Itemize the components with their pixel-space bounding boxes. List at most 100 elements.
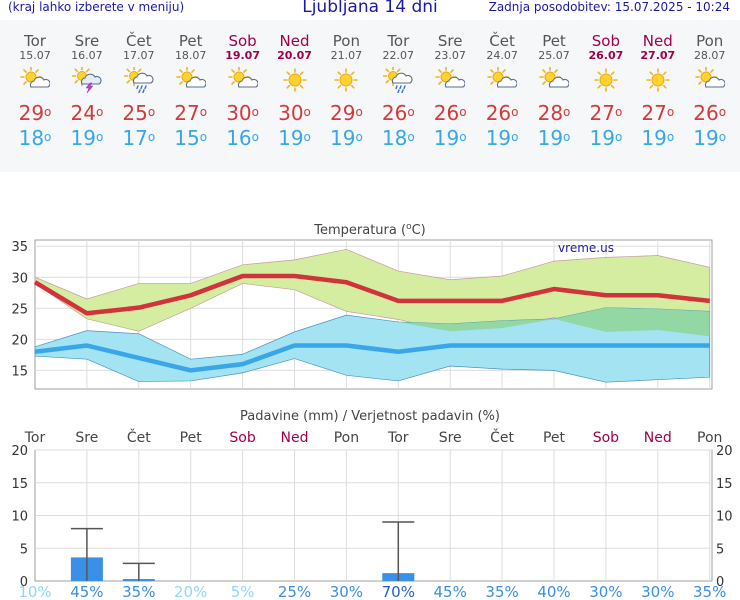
- forecast-day[interactable]: Sob 19.07 30o 16o: [217, 34, 269, 150]
- day-name: Ned: [642, 32, 673, 50]
- day-date: 17.07: [123, 49, 155, 62]
- precip-probability: 35%: [485, 583, 518, 600]
- max-temp: 24o: [70, 101, 104, 125]
- day-date: 15.07: [19, 49, 51, 62]
- precip-y-tick-left: 20: [11, 444, 28, 459]
- page-title: Ljubljana 14 dni: [302, 0, 438, 17]
- precip-day-label: Pet: [180, 430, 203, 446]
- partly-cloudy-icon: [20, 67, 50, 88]
- precip-day-label: Tor: [387, 430, 409, 446]
- min-temp: 19o: [278, 126, 311, 150]
- precipitation-chart-title: Padavine (mm) / Verjetnost padavin (%): [240, 409, 500, 424]
- precip-error-bar: [382, 521, 415, 581]
- day-date: 20.07: [277, 49, 312, 62]
- forecast-day[interactable]: Sre 23.07 26o 19o: [424, 34, 476, 150]
- temp-y-tick: 30: [11, 271, 28, 286]
- precip-probability: 35%: [693, 583, 726, 600]
- temp-y-tick: 25: [11, 302, 28, 317]
- forecast-day[interactable]: Pet 18.07 27o 15o: [165, 34, 217, 150]
- partly-cloudy-icon: [175, 67, 206, 88]
- forecast-day[interactable]: Pon 21.07 29o 19o: [320, 34, 372, 150]
- day-name: Čet: [489, 32, 515, 50]
- day-name: Tor: [387, 32, 410, 50]
- min-temp: 18o: [18, 126, 52, 150]
- max-temp: 26o: [433, 101, 467, 125]
- precip-y-tick-right: 20: [716, 444, 733, 459]
- day-date: 18.07: [174, 49, 207, 62]
- precip-probability: 5%: [231, 583, 255, 600]
- max-temp: 27o: [174, 101, 208, 125]
- day-date: 19.07: [225, 49, 260, 62]
- day-name: Pon: [696, 32, 724, 50]
- forecast-day[interactable]: Pon 28.07 26o 19o: [684, 32, 736, 150]
- precip-probability: 10%: [18, 583, 51, 600]
- precip-day-label: Ned: [281, 430, 309, 446]
- day-date: 27.07: [640, 49, 676, 62]
- min-temp: 19o: [329, 126, 363, 150]
- precip-probability: 40%: [537, 583, 570, 600]
- max-temp: 25o: [122, 101, 156, 125]
- location-menu-hint[interactable]: (kraj lahko izberete v meniju): [8, 0, 185, 14]
- precip-day-label: Sob: [229, 430, 255, 446]
- min-temp: 19o: [641, 126, 675, 150]
- min-temp-range-band: [34, 307, 711, 383]
- forecast-day[interactable]: Pet 25.07 28o 19o: [528, 34, 580, 150]
- precip-day-label: Pon: [334, 430, 359, 446]
- precip-y-tick-left: 5: [20, 542, 28, 557]
- precip-probability: 30%: [641, 583, 674, 600]
- partly-cloudy-icon: [487, 67, 518, 88]
- precip-day-label: Čet: [490, 428, 514, 446]
- precip-probability: 70%: [382, 583, 415, 600]
- precip-y-tick-right: 5: [716, 542, 724, 557]
- sunny-icon: [334, 68, 359, 92]
- partly-cloudy-icon: [539, 67, 569, 88]
- sunny-icon: [645, 68, 670, 92]
- precip-probability: 45%: [434, 583, 467, 600]
- day-date: 28.07: [693, 49, 726, 62]
- forecast-day[interactable]: Ned 27.07 27o 19o: [632, 32, 684, 150]
- day-date: 22.07: [382, 49, 415, 62]
- temperature-chart-title: Temperatura (oC): [313, 222, 425, 238]
- day-date: 16.07: [71, 49, 103, 62]
- precip-day-label: Sre: [75, 430, 98, 446]
- precip-y-tick-right: 10: [716, 510, 733, 525]
- precip-probability: 25%: [278, 583, 311, 600]
- precip-day-label: Pet: [543, 430, 566, 446]
- precip-day-label: Čet: [127, 428, 151, 446]
- min-temp-line: [34, 343, 710, 373]
- precip-probability: 20%: [174, 583, 207, 600]
- max-temp: 26o: [381, 101, 415, 125]
- min-temp: 19o: [70, 126, 104, 150]
- min-temp: 17o: [122, 126, 156, 150]
- sunny-icon: [282, 68, 307, 92]
- day-date: 26.07: [588, 49, 624, 62]
- precip-probability: 45%: [70, 583, 103, 600]
- max-temp: 28o: [537, 101, 571, 125]
- forecast-day[interactable]: Čet 17.07 25o 17o: [113, 34, 165, 150]
- min-temp: 15o: [174, 126, 208, 150]
- forecast-day[interactable]: Ned 20.07 30o 19o: [269, 34, 321, 150]
- thunderstorm-icon: [71, 67, 102, 93]
- precip-probability: 30%: [589, 583, 622, 600]
- sunny-icon: [594, 68, 618, 92]
- precip-day-label: Tor: [24, 430, 46, 446]
- temp-y-tick: 35: [11, 240, 28, 255]
- last-update: Zadnja posodobitev: 15.07.2025 - 10:24: [488, 0, 730, 14]
- overlap-band: [35, 307, 710, 360]
- forecast-day[interactable]: Sob 26.07 27o 19o: [580, 34, 632, 150]
- precip-probability: 35%: [122, 583, 155, 600]
- min-temp: 18o: [381, 126, 415, 150]
- min-temp: 19o: [485, 126, 519, 150]
- forecast-day[interactable]: Sre 16.07 24o 19o: [61, 32, 113, 150]
- precip-y-tick-left: 0: [20, 575, 28, 590]
- precip-error-bar: [70, 527, 103, 581]
- precip-y-tick-right: 15: [716, 477, 733, 492]
- forecast-day[interactable]: Tor 22.07 26o 18o: [372, 32, 424, 150]
- sun-rain-icon: [383, 67, 413, 93]
- forecast-day[interactable]: Tor 15.07 29o 18o: [9, 34, 61, 150]
- forecast-day[interactable]: Čet 24.07 26o 19o: [476, 32, 528, 150]
- day-name: Sre: [74, 32, 100, 50]
- temp-y-tick: 15: [11, 364, 28, 379]
- max-temp: 26o: [693, 101, 727, 125]
- day-date: 23.07: [434, 49, 466, 62]
